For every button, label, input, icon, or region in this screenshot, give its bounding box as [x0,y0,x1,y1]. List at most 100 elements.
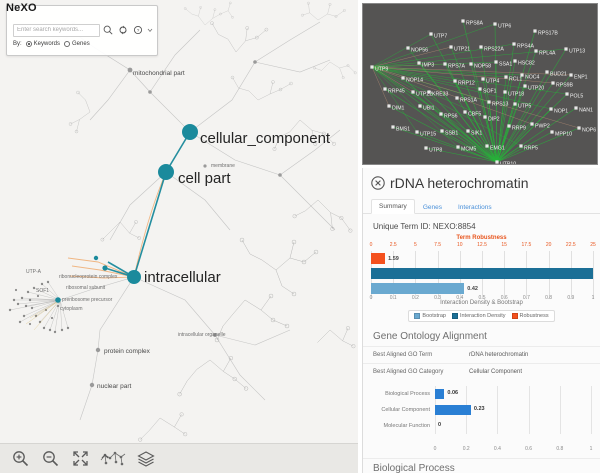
reset-icon[interactable] [117,24,130,37]
gene-node-label: HSC82 [518,60,535,66]
fit-to-screen-icon[interactable] [70,449,90,469]
gene-node-label: MPP10 [555,131,572,137]
bar-value-label: 1.59 [388,256,399,262]
page-title: rDNA heterochromatin [390,175,529,191]
node-label-intracellular[interactable]: intracellular [144,269,221,286]
node-label-protein-complex[interactable]: protein complex [104,348,150,355]
go-chart-gridline [591,386,592,402]
node-label-preribosome-precursor[interactable]: preribosome precursor [62,297,113,303]
node-label-utp-a[interactable]: UTP-A [26,269,41,275]
gene-node-label: UTP20 [528,85,544,91]
go-chart-gridline [466,386,468,402]
gene-node-label: BMS1 [396,126,410,132]
go-axis-tick: 1 [589,446,593,452]
gene-node-label: RPS22A [484,46,504,52]
go-axis-tick: 0.4 [493,446,501,452]
bottom-axis-tick: 0.1 [389,295,397,301]
node-label-mitochondrial-part[interactable]: mitochondrial part [133,70,185,77]
go-chart-track: 0.23 [435,402,592,418]
go-chart-gridline [497,386,499,402]
node-label-cytoplasm[interactable]: cytoplasm [60,306,83,312]
layers-icon[interactable] [136,449,156,469]
gene-node-label: NOP58 [474,63,491,69]
node-label-intracellular-organelle[interactable]: intracellular organelle [178,332,226,338]
go-alignment-value: rDNA heterochromatin [469,352,529,358]
collapse-network-icon[interactable] [100,449,126,469]
go-chart-track: 0.06 [435,386,592,402]
bottom-axis-tick: 0.6 [500,295,508,301]
node-label-nuclear-part[interactable]: nuclear part [97,383,132,390]
go-chart-gridline [528,418,530,434]
gene-node-label: RPS8A [466,20,484,26]
node-label-sof1[interactable]: SOF1 [36,288,50,294]
bottom-axis-tick: 1 [591,295,595,301]
radio-keywords[interactable]: Keywords [25,41,60,47]
close-icon[interactable] [371,176,385,190]
chart-title: Term Robustness [456,235,507,241]
gene-node-label: NOC4 [525,74,540,80]
tab-genes[interactable]: Genes [422,204,442,211]
top-axis-tick: 7.5 [434,242,442,248]
gene-node-label: UTP4 [486,78,499,84]
gene-node-label: RPS9B [556,82,574,88]
node-label-cellular-component[interactable]: cellular_component [200,130,331,147]
tab-summary[interactable]: Summary [371,199,415,214]
gene-node-label: RRP9 [512,125,526,131]
go-chart-category-label: Biological Process [385,391,430,397]
search-panel: ? By: Keywords Genes [6,5,158,56]
go-chart-bar [435,389,445,399]
zoom-in-icon[interactable] [10,449,30,469]
gene-node-label: SSA1 [499,61,512,67]
gene-network-graph[interactable]: UTP9 NOP56 UTP7 RPS8A UTP6 RPS17B UTP21 RPS22A R… [363,4,598,165]
legend-item[interactable]: Bootstrap [414,313,446,319]
chart-gridline [593,251,594,299]
search-icon[interactable] [102,24,115,37]
app-title: NeXO [6,2,37,14]
bar-value-label: 0.42 [467,286,478,292]
gene-node-label: RPS6 [444,113,458,119]
top-axis-tick: 17.5 [521,242,532,248]
legend-item[interactable]: Robustness [511,313,549,319]
node-label-membrane[interactable]: membrane [211,163,235,169]
details-tabs: Summary Genes Interactions [363,194,600,214]
node-label-cell-part[interactable]: cell part [178,170,231,187]
gene-node-label: UTP15 [420,131,436,137]
tab-interactions[interactable]: Interactions [457,204,492,211]
radio-keywords-dot[interactable] [25,41,32,47]
go-chart-gridline [559,418,561,434]
go-chart-gridline [559,386,561,402]
gene-node-label: UBI1 [423,105,435,111]
top-axis-tick: 20 [545,242,552,248]
radio-genes-dot[interactable] [64,41,71,47]
gene-node-label: RPS17B [538,30,558,36]
legend-item[interactable]: Interaction Density [451,313,506,319]
go-chart-category-label: Molecular Function [383,423,430,429]
top-axis-tick: 15 [501,242,507,248]
chevron-down-icon[interactable] [146,24,153,37]
legend-label: Bootstrap [422,313,446,319]
gene-interaction-network[interactable]: UTP9 NOP56 UTP7 RPS8A UTP6 RPS17B UTP21 RPS22A R… [362,3,598,165]
tree-graph[interactable] [0,0,358,473]
go-chart-gridline [528,402,530,418]
gene-node-label: UTP21 [454,46,470,52]
go-chart-gridline [466,418,468,434]
search-input[interactable] [13,23,100,37]
help-icon[interactable]: ? [131,24,144,37]
gene-node-label: UTP6 [498,23,511,29]
radio-genes[interactable]: Genes [64,41,90,47]
legend-swatch [451,313,458,319]
node-label-ribosomal-subunit[interactable]: ribosomal subunit [66,285,106,291]
node-cellular-component [182,124,198,140]
node-label-ribonucleoprotein-complex[interactable]: ribonucleoprotein complex [59,274,118,280]
gene-node-label: UTP13 [569,48,585,54]
top-axis-tick: 25 [590,242,596,248]
search-by-label: By: [13,41,22,47]
svg-text:?: ? [136,28,139,33]
top-axis-tick: 10 [457,242,463,248]
chart-x-axis-label: Interaction Density & Bootstrap [440,300,523,306]
go-axis-tick: 0 [433,446,437,452]
ontology-tree-view[interactable]: cellular_component cell part intracellul… [0,0,358,473]
zoom-out-icon[interactable] [40,449,60,469]
unique-term-id: Unique Term ID: NEXO:8854 [373,222,476,231]
bootstrap-bar [371,283,465,294]
